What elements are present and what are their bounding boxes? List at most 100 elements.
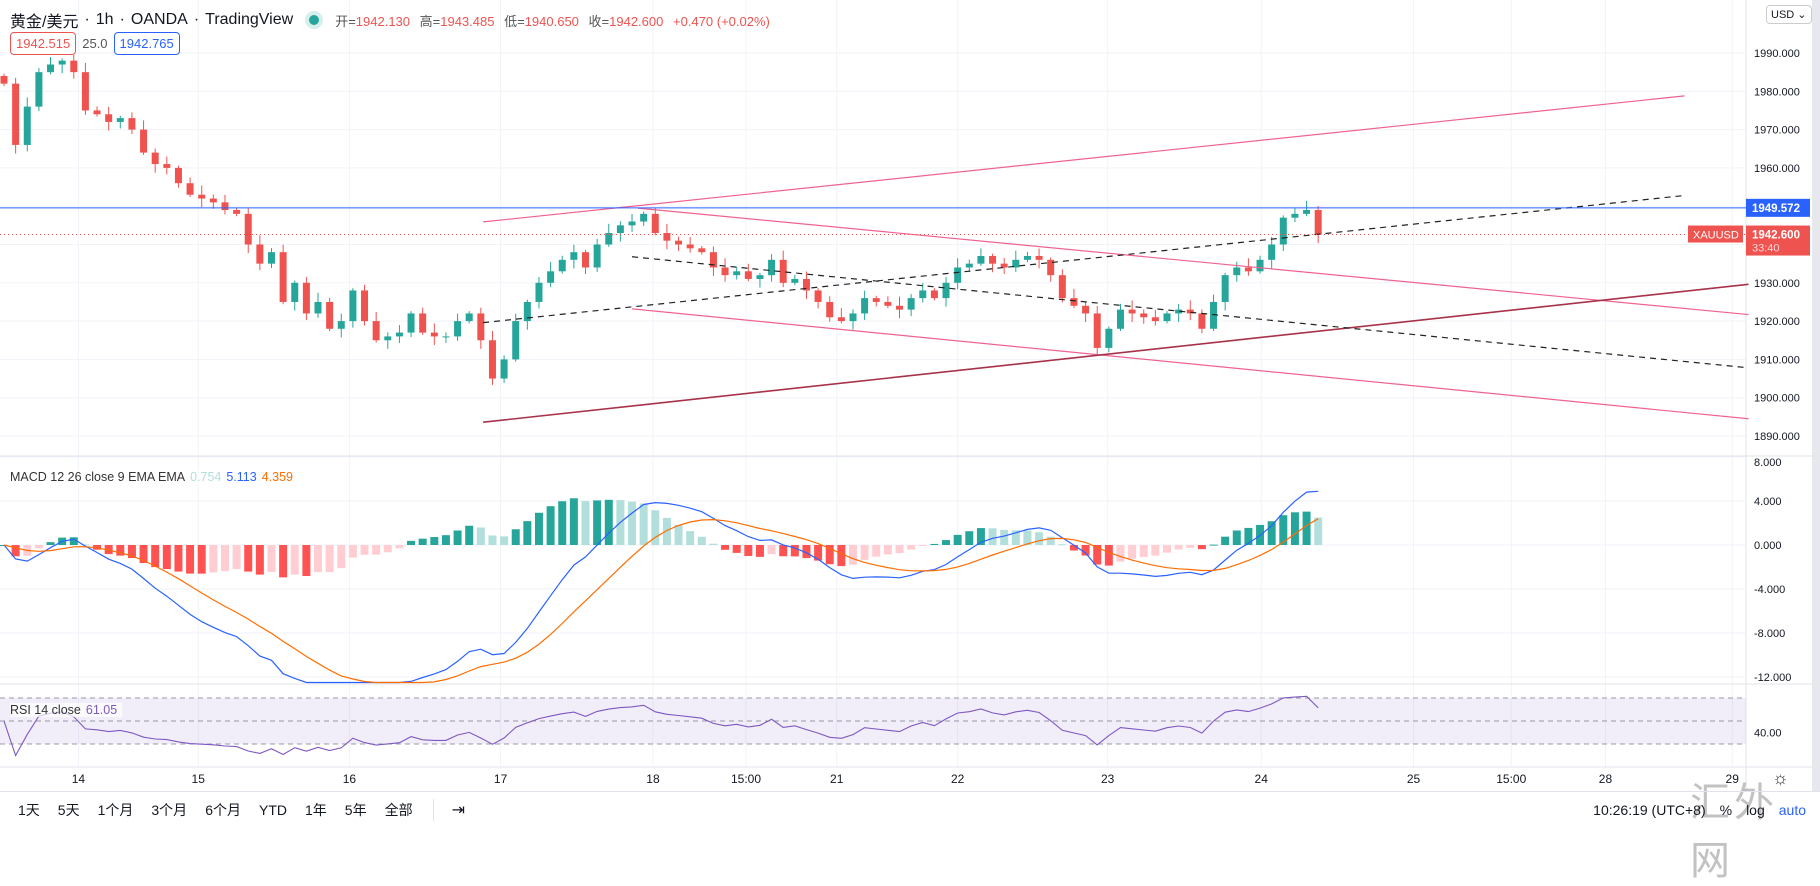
candle-body xyxy=(314,301,322,314)
log-toggle[interactable]: log xyxy=(1746,802,1765,818)
macd-histogram-bar xyxy=(232,545,241,570)
macd-histogram-bar xyxy=(1023,530,1032,545)
candle-body xyxy=(0,75,8,84)
candle-body xyxy=(675,240,683,245)
candle-body xyxy=(1175,309,1183,314)
macd-histogram-bar xyxy=(1035,532,1044,545)
candle-body xyxy=(1012,259,1020,268)
candle-body xyxy=(1035,255,1043,260)
macd-histogram-bar xyxy=(895,545,904,554)
macd-histogram-bar xyxy=(186,545,195,574)
goto-date-icon[interactable]: ⇥ xyxy=(451,801,465,819)
time-tick-label: 15 xyxy=(192,772,206,786)
time-tick-label: 14 xyxy=(72,772,86,786)
dashed-line xyxy=(483,194,1685,324)
candle-body xyxy=(81,72,89,111)
candle-body xyxy=(430,332,438,337)
countdown-label: 33:40 xyxy=(1752,243,1780,255)
market-status-icon xyxy=(309,15,320,25)
broker: OANDA xyxy=(130,11,188,28)
clock[interactable]: 10:26:19 (UTC+8) xyxy=(1593,802,1706,818)
candle-body xyxy=(1023,255,1031,260)
candle-body xyxy=(477,313,485,341)
range-ytd[interactable]: YTD xyxy=(258,801,287,818)
macd-histogram-bar xyxy=(930,543,939,545)
range-5y[interactable]: 5年 xyxy=(344,801,367,818)
range-1y[interactable]: 1年 xyxy=(304,801,327,818)
macd-histogram-bar xyxy=(732,545,741,553)
macd-histogram-bar xyxy=(488,535,497,545)
chart-canvas[interactable]: 1990.000 1980.000 1970.000 1960.000 1930.000… xyxy=(0,0,1820,791)
macd-histogram-bar xyxy=(651,510,660,545)
settings-icon[interactable]: ☼ xyxy=(1772,768,1789,788)
macd-histogram-bar xyxy=(1151,545,1160,556)
macd-tick-label: 4.000 xyxy=(1754,496,1782,508)
buy-button[interactable]: 1942.765 xyxy=(113,32,180,55)
candle-body xyxy=(372,321,380,341)
percent-toggle[interactable]: % xyxy=(1719,802,1733,818)
macd-histogram-bar xyxy=(546,506,555,545)
candle-body xyxy=(768,259,776,276)
range-3m[interactable]: 3个月 xyxy=(151,801,188,818)
candle-body xyxy=(779,259,787,283)
macd-histogram-bar xyxy=(1104,545,1113,566)
time-tick-label: 18 xyxy=(646,772,660,786)
currency-select[interactable]: USD ⌄ xyxy=(1766,5,1812,24)
macd-histogram-bar xyxy=(139,545,148,564)
candle-body xyxy=(523,301,531,322)
candle-body xyxy=(1082,305,1090,314)
price-axis-bg xyxy=(1746,0,1820,791)
candle-body xyxy=(884,301,892,306)
macd-histogram-bar xyxy=(837,545,846,567)
macd-histogram-bar xyxy=(244,545,253,572)
rsi-legend[interactable]: RSI 14 close 61.05 xyxy=(10,703,123,717)
macd-histogram-bar xyxy=(279,545,288,578)
macd-histogram-bar xyxy=(593,500,602,545)
candle-body xyxy=(686,244,694,249)
macd-histogram-bar xyxy=(1174,545,1183,550)
macd-histogram-bar xyxy=(558,501,567,545)
macd-histogram-bar xyxy=(255,545,264,575)
symbol-tag-label: XAUUSD xyxy=(1693,230,1739,242)
hline-price-tag xyxy=(1746,198,1810,217)
candle-body xyxy=(698,248,706,253)
macd-histogram-bar xyxy=(302,545,311,577)
macd-legend[interactable]: MACD 12 26 close 9 EMA EMA 0.754 5.113 4.35… xyxy=(10,470,298,484)
macd-histogram-bar xyxy=(360,545,369,555)
change: +0.470 (+0.02%) xyxy=(673,13,770,29)
macd-histogram-bar xyxy=(151,545,160,568)
macd-histogram-bar xyxy=(383,545,392,553)
candle-body xyxy=(558,259,566,272)
candle-body xyxy=(1198,313,1206,329)
range-5d[interactable]: 5天 xyxy=(57,801,80,818)
macd-histogram-bar xyxy=(430,537,439,545)
candle-body xyxy=(267,252,275,264)
auto-toggle[interactable]: auto xyxy=(1778,802,1806,818)
macd-histogram-bar xyxy=(314,545,323,573)
macd-histogram-bar xyxy=(11,545,20,557)
trend-line xyxy=(483,283,1749,424)
symbol-title[interactable]: 黄金/美元 xyxy=(10,14,79,31)
macd-histogram-bar xyxy=(1290,512,1299,545)
range-1m[interactable]: 1个月 xyxy=(97,801,134,818)
candle-body xyxy=(186,183,194,195)
macd-histogram-bar xyxy=(767,545,776,555)
bottom-toolbar: 1天 5天 1个月 3个月 6个月 YTD 1年 5年 全部 ⇥ 10:26:1… xyxy=(0,791,1820,827)
candle-body xyxy=(593,244,601,268)
sell-button[interactable]: 1942.515 xyxy=(10,32,77,55)
candle-body xyxy=(651,213,659,234)
macd-histogram-bar xyxy=(674,524,683,545)
candle-body xyxy=(1256,259,1264,272)
range-1d[interactable]: 1天 xyxy=(18,801,40,818)
time-tick-label: 15:00 xyxy=(731,772,761,786)
candle-body xyxy=(709,252,717,268)
candle-body xyxy=(965,263,973,268)
last-price-label: 1942.600 xyxy=(1752,230,1800,242)
range-6m[interactable]: 6个月 xyxy=(205,801,241,818)
macd-histogram-bar xyxy=(790,545,799,557)
range-all[interactable]: 全部 xyxy=(384,801,413,818)
candle-body xyxy=(1140,313,1148,318)
last-price-tag xyxy=(1746,225,1810,256)
macd-histogram-bar xyxy=(581,501,590,545)
candle-body xyxy=(407,313,415,333)
